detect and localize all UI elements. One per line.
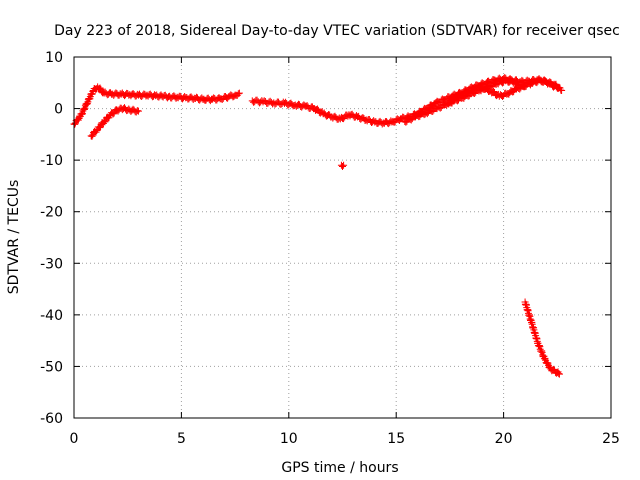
y-axis-label: SDTVAR / TECUs bbox=[6, 180, 22, 295]
x-tick-label: 25 bbox=[602, 431, 620, 447]
series-lower-branch bbox=[87, 104, 142, 140]
data-point bbox=[450, 97, 458, 105]
data-points bbox=[70, 74, 566, 378]
data-point bbox=[234, 90, 242, 98]
data-point bbox=[96, 84, 104, 92]
series-upper-loop bbox=[444, 82, 529, 108]
data-point bbox=[235, 89, 243, 97]
data-point bbox=[552, 83, 560, 91]
tick-labels: 0 5 10 15 20 25 10 0 -10 -20 -30 -40 -50 -60 bbox=[40, 50, 620, 447]
x-tick-label: 20 bbox=[495, 431, 513, 447]
data-point bbox=[555, 370, 563, 378]
y-tick-label: -30 bbox=[40, 256, 63, 272]
data-point bbox=[555, 370, 563, 378]
data-point bbox=[134, 107, 142, 115]
series-upper-track bbox=[70, 83, 243, 128]
x-tick-label: 0 bbox=[70, 431, 79, 447]
x-axis-label: GPS time / hours bbox=[281, 460, 398, 476]
data-point bbox=[74, 116, 82, 124]
y-tick-label: -50 bbox=[40, 359, 63, 375]
data-point bbox=[71, 120, 79, 128]
axis-ticks bbox=[73, 56, 612, 419]
x-tick-label: 10 bbox=[280, 431, 298, 447]
data-point bbox=[558, 87, 566, 95]
y-tick-label: -40 bbox=[40, 308, 63, 324]
x-tick-label: 5 bbox=[177, 431, 186, 447]
data-point bbox=[92, 128, 100, 136]
data-point bbox=[96, 124, 104, 132]
data-point bbox=[133, 107, 141, 115]
y-tick-label: -60 bbox=[40, 411, 63, 427]
data-point bbox=[521, 82, 529, 90]
data-point bbox=[340, 161, 348, 169]
data-point bbox=[340, 115, 348, 123]
y-tick-label: 0 bbox=[54, 102, 63, 118]
data-point bbox=[339, 163, 346, 171]
data-point bbox=[93, 126, 101, 134]
series-descending-tail bbox=[521, 298, 563, 378]
data-point bbox=[101, 118, 109, 126]
y-tick-label: 10 bbox=[45, 50, 63, 66]
y-tick-label: -20 bbox=[40, 205, 63, 221]
grid-lines bbox=[74, 57, 611, 418]
chart-title: Day 223 of 2018, Sidereal Day-to-day VTE… bbox=[54, 23, 620, 39]
y-tick-label: -10 bbox=[40, 153, 63, 169]
data-point bbox=[553, 84, 561, 92]
data-point bbox=[88, 132, 96, 140]
series-outlier bbox=[337, 161, 348, 171]
x-tick-label: 15 bbox=[387, 431, 405, 447]
data-point bbox=[520, 83, 528, 91]
plot-frame bbox=[73, 56, 612, 419]
